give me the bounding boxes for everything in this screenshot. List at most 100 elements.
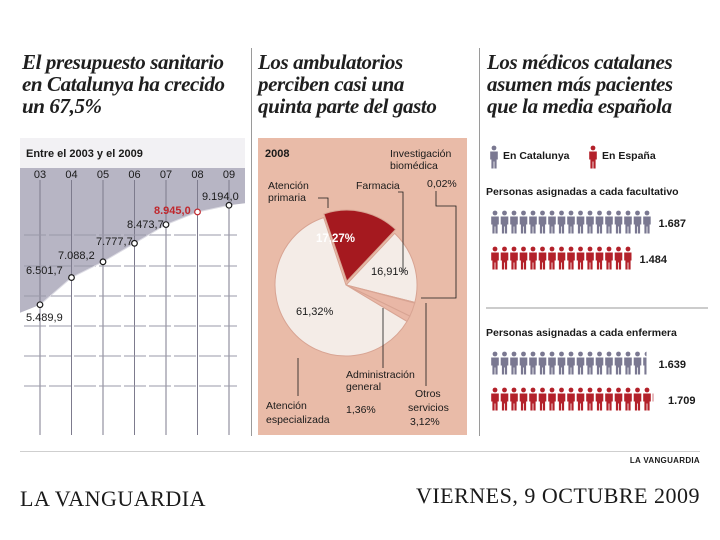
- person-icon: [633, 210, 642, 234]
- person-icon: [491, 387, 499, 411]
- data-label: 6.501,7: [26, 265, 63, 277]
- group-title: Personas asignadas a cada enfermera: [486, 327, 677, 339]
- person-icon: [519, 351, 528, 375]
- callout-label: 0,02%: [427, 178, 457, 190]
- group-title: Personas asignadas a cada facultativo: [486, 186, 679, 198]
- callout-label: Otros: [415, 388, 441, 400]
- data-label: 8.945,0: [154, 205, 191, 217]
- person-icon: [519, 387, 528, 411]
- person-icon: [605, 210, 613, 234]
- callout-label: especializada: [266, 414, 330, 426]
- person-icon: [519, 210, 528, 234]
- patients-pictogram-chart: En Catalunya En España Personas asignadas…: [486, 145, 708, 411]
- panel3-title-line: asumen más pacientes: [487, 72, 673, 96]
- data-point: [36, 301, 44, 309]
- panel3-title: Los médicos catalanes asumen más pacient…: [487, 51, 712, 117]
- callout-label: Farmacia: [356, 180, 400, 192]
- data-point: [225, 201, 233, 209]
- data-label: 5.489,9: [26, 312, 63, 324]
- person-icon: [557, 387, 566, 411]
- newspaper-name: LA VANGUARDIA: [20, 486, 206, 511]
- data-label: 8.473,7: [127, 219, 164, 231]
- person-icon: [491, 351, 499, 375]
- data-point: [194, 208, 201, 216]
- callout-label: Atención: [268, 180, 309, 192]
- person-icon: [490, 145, 498, 169]
- person-icon: [500, 246, 509, 270]
- person-icon: [586, 351, 594, 375]
- person-icon: [633, 387, 642, 411]
- x-tick-label: 08: [191, 169, 203, 181]
- person-icon: [595, 387, 604, 411]
- person-icon: [510, 351, 518, 375]
- person-icon: [510, 387, 518, 411]
- person-icon: [557, 351, 566, 375]
- x-tick-label: 07: [160, 169, 172, 181]
- person-icon: [567, 387, 575, 411]
- person-icon: [529, 210, 537, 234]
- pie-slice: [323, 209, 397, 283]
- person-icon: [548, 246, 556, 270]
- panel1-title-line: un 67,5%: [22, 94, 102, 118]
- person-icon: [567, 351, 575, 375]
- person-icon: [595, 246, 604, 270]
- person-icon: [538, 246, 547, 270]
- person-icon: [510, 210, 518, 234]
- panel3-title-line: que la media española: [487, 94, 672, 118]
- data-label: 7.088,2: [58, 250, 95, 262]
- data-point: [162, 221, 170, 229]
- leader-line: [398, 191, 404, 273]
- person-icon: [557, 246, 566, 270]
- data-point: [131, 239, 138, 247]
- pie-slice: [274, 216, 408, 357]
- x-tick-label: 06: [128, 169, 140, 181]
- slice-label: 17,27%: [316, 233, 355, 245]
- person-icon: [491, 210, 499, 234]
- legend-label: En Catalunya: [503, 150, 570, 162]
- panel1-title-line: El presupuesto sanitario: [22, 50, 224, 74]
- person-icon: [500, 387, 509, 411]
- person-icon: [652, 393, 654, 402]
- person-icon: [529, 351, 537, 375]
- pie-slice: [345, 232, 418, 304]
- person-icon: [567, 246, 575, 270]
- callout-label: primaria: [268, 192, 306, 204]
- person-icon: [500, 210, 509, 234]
- callout-label: Atención: [266, 400, 307, 412]
- callout-label: general: [346, 381, 381, 393]
- x-tick-label: 05: [97, 169, 109, 181]
- person-icon: [567, 210, 575, 234]
- person-icon: [614, 351, 623, 375]
- x-tick-label: 03: [34, 169, 46, 181]
- person-icon: [643, 210, 651, 234]
- spending-pie-chart: 200817,27%16,91%61,32%AtenciónprimariaFa…: [258, 138, 467, 435]
- person-icon: [586, 387, 594, 411]
- person-icon: [589, 145, 597, 169]
- person-icon: [548, 351, 556, 375]
- person-icon: [576, 387, 585, 411]
- person-icon: [614, 387, 623, 411]
- slice-label: 61,32%: [296, 306, 334, 318]
- person-icon: [605, 351, 613, 375]
- person-icon: [500, 351, 509, 375]
- edition-date: VIERNES, 9 OCTUBRE 2009: [415, 483, 700, 508]
- person-icon: [605, 246, 613, 270]
- panel2-title-line: quinta parte del gasto: [258, 94, 437, 118]
- person-icon: [576, 210, 585, 234]
- person-icon: [595, 351, 604, 375]
- person-icon: [586, 246, 594, 270]
- data-label: 7.777,7: [96, 236, 133, 248]
- leader-line: [421, 191, 457, 299]
- divider: [251, 48, 252, 436]
- area-fill: [20, 168, 245, 313]
- data-point: [68, 274, 75, 281]
- person-icon: [624, 210, 632, 234]
- person-icon: [586, 210, 594, 234]
- person-icon: [529, 246, 537, 270]
- person-icon: [538, 351, 547, 375]
- credit-rule: [20, 451, 700, 452]
- callout-label: 3,12%: [410, 416, 440, 428]
- data-label: 9.194,0: [202, 191, 239, 203]
- value-label: 1.484: [640, 254, 668, 266]
- person-icon: [538, 210, 547, 234]
